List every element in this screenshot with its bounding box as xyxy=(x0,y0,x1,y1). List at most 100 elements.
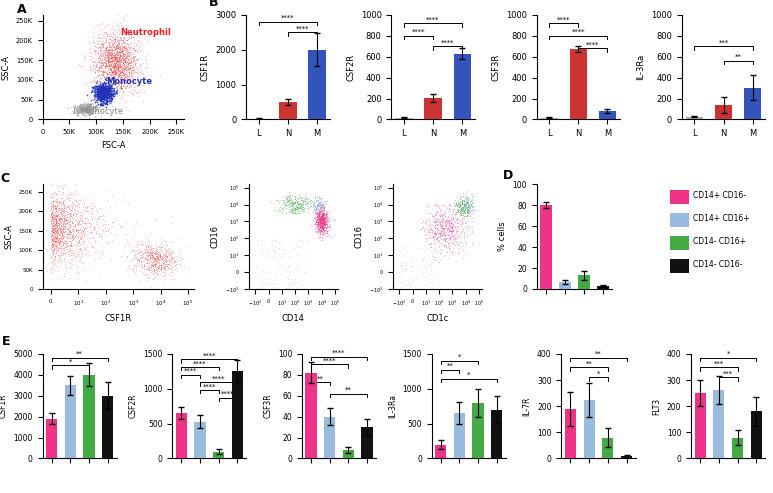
Point xyxy=(451,202,463,210)
Point xyxy=(47,243,60,250)
Point xyxy=(419,219,431,227)
Point xyxy=(274,237,286,245)
Point xyxy=(100,88,113,96)
Point xyxy=(49,234,61,242)
Point xyxy=(268,252,281,260)
Point xyxy=(441,231,454,239)
Point xyxy=(290,201,302,209)
Point xyxy=(260,250,272,258)
Point xyxy=(66,212,78,220)
Point xyxy=(315,204,327,212)
Point xyxy=(172,247,185,255)
Point xyxy=(121,45,133,53)
Point xyxy=(53,235,65,243)
Point xyxy=(315,201,327,209)
Point xyxy=(114,83,126,91)
Point xyxy=(83,108,96,116)
Point xyxy=(93,58,105,66)
Point xyxy=(99,87,111,95)
Point xyxy=(281,275,294,283)
Point xyxy=(104,65,116,72)
Point xyxy=(85,88,97,96)
Point xyxy=(286,202,298,210)
Point xyxy=(315,224,328,232)
Point xyxy=(315,224,328,232)
Point xyxy=(104,58,116,66)
Point xyxy=(315,219,328,227)
Point xyxy=(106,63,118,70)
Point xyxy=(96,85,108,93)
Point xyxy=(318,206,331,214)
Point xyxy=(461,194,473,202)
Point xyxy=(121,60,134,68)
Point xyxy=(121,43,133,51)
Point xyxy=(102,94,114,102)
Point xyxy=(50,212,63,220)
Point xyxy=(448,233,460,241)
Point xyxy=(122,87,135,95)
Bar xyxy=(540,117,558,119)
Point xyxy=(94,87,107,95)
Point xyxy=(428,212,441,220)
Point xyxy=(141,246,154,254)
Point xyxy=(120,74,132,82)
Point xyxy=(311,215,323,223)
Point xyxy=(108,77,121,85)
Point xyxy=(101,90,114,98)
Point xyxy=(52,211,64,218)
Point xyxy=(87,225,100,233)
Point xyxy=(54,236,66,244)
Point xyxy=(152,249,164,257)
Point xyxy=(320,210,332,217)
Point xyxy=(102,70,114,78)
Point xyxy=(132,74,145,82)
Point xyxy=(141,243,154,251)
Point xyxy=(443,220,455,228)
Point xyxy=(97,37,109,45)
Point xyxy=(468,207,480,214)
Point xyxy=(145,263,157,271)
Point xyxy=(97,87,109,95)
Point xyxy=(46,215,58,223)
Point xyxy=(82,102,94,110)
Point xyxy=(85,210,97,217)
Point xyxy=(64,220,77,228)
Point xyxy=(56,184,68,192)
Point xyxy=(140,251,152,259)
Point xyxy=(49,229,61,237)
Point xyxy=(85,101,97,109)
Point xyxy=(438,234,451,242)
Point xyxy=(295,200,308,208)
Point xyxy=(53,263,65,271)
Point xyxy=(152,254,164,262)
Point xyxy=(162,247,175,255)
Point xyxy=(56,224,69,232)
Point xyxy=(139,269,152,277)
Point xyxy=(114,49,127,57)
Point xyxy=(309,219,322,227)
Point xyxy=(461,208,474,215)
Point xyxy=(433,265,445,273)
Point xyxy=(100,82,113,90)
Point xyxy=(53,222,65,230)
Point xyxy=(50,228,63,236)
Point xyxy=(107,35,120,43)
Point xyxy=(305,202,317,210)
Point xyxy=(50,234,63,242)
Point xyxy=(117,44,130,52)
Point xyxy=(98,78,111,86)
Point xyxy=(94,88,106,96)
Point xyxy=(114,19,126,27)
Point xyxy=(50,205,63,213)
Point xyxy=(109,90,121,98)
Point xyxy=(138,248,150,256)
Point xyxy=(292,209,305,217)
Point xyxy=(83,102,95,109)
Point xyxy=(53,197,65,205)
Point xyxy=(80,204,93,212)
Point xyxy=(110,59,122,67)
Point xyxy=(109,50,121,58)
Point xyxy=(80,103,93,111)
Point xyxy=(281,279,294,287)
Point xyxy=(50,226,63,234)
